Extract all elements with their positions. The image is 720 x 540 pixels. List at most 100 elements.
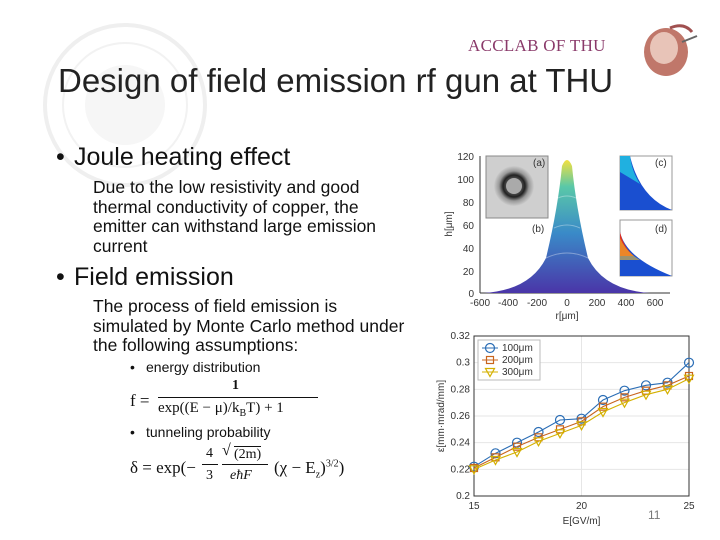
chart-point [597, 394, 609, 406]
sqrt-symbol: √ [222, 442, 231, 459]
top-ytick: 0 [468, 289, 474, 300]
chart-legend-label: 300μm [502, 367, 533, 378]
field-description: The process of field emission is simulat… [93, 296, 428, 356]
equation-tunneling: δ = exp(− 4 3 √ (2m) eħF (χ − Ez)3/2) [130, 442, 360, 492]
eq-d-sub: z [315, 469, 321, 481]
eq-d-frac-bar [202, 464, 218, 465]
eq-f-den-end: T) + 1 [246, 400, 284, 416]
chart-point [512, 442, 522, 451]
chart-ytick: 0.2 [456, 491, 470, 502]
eq-d-sqrt: (2m) [234, 446, 262, 462]
chart-point [489, 455, 502, 466]
eq-f-lhs: f = [130, 391, 150, 410]
eq-d-rest: (χ − Ez)3/2) [274, 458, 344, 480]
eq-f-den-part: exp((E − μ)/k [158, 400, 240, 416]
inset-c-label: (c) [655, 158, 667, 169]
chart-ytick: 0.28 [451, 384, 471, 395]
tsinghua-logo [644, 24, 698, 76]
eq-f-denominator: exp((E − μ)/kBT) + 1 [158, 400, 284, 419]
chart-series-line [473, 362, 690, 468]
field-line: the following assumptions: [93, 335, 299, 355]
page-title: Design of field emission rf gun at THU [58, 62, 614, 99]
chart-point [554, 429, 566, 440]
sub-bullet-tunneling-label: tunneling probability [146, 424, 271, 440]
university-seal-watermark [43, 23, 207, 187]
eq-f-sub: B [239, 408, 247, 419]
chart-legend-label: 100μm [502, 343, 533, 354]
chart-point [640, 390, 652, 401]
top-xtick: -200 [527, 298, 547, 309]
top-ytick: 20 [463, 267, 475, 278]
top-ylabel: h[μm] [444, 211, 455, 236]
top-xtick: -600 [470, 298, 490, 309]
eq-d-num: 4 [206, 446, 213, 461]
top-ytick: 60 [463, 221, 475, 232]
joule-line: current [93, 235, 148, 256]
chart-point [640, 380, 652, 391]
chart-point [683, 357, 695, 368]
top-xtick: -400 [498, 298, 518, 309]
joule-line: Due to the low resistivity and good [93, 177, 360, 197]
chart-ytick: 0.3 [456, 358, 470, 369]
eq-f-fraction-bar [158, 397, 318, 398]
page-number: 11 [648, 508, 661, 522]
chart-point [683, 374, 695, 385]
top-xlabel: r[μm] [556, 311, 579, 322]
chart-xtick: 25 [683, 501, 695, 512]
top-xtick: 200 [589, 298, 606, 309]
eq-d-lhs: δ = exp(− [130, 458, 196, 477]
eq-d-den2: eħF [230, 468, 252, 483]
chart-legend-label: 200μm [502, 355, 533, 366]
top-ytick: 100 [457, 175, 474, 186]
joule-description: Due to the low resistivity and good ther… [93, 177, 428, 256]
emitter-tip-mesh [484, 160, 650, 293]
eq-d-exp: 3/2 [325, 458, 339, 470]
chart-point [618, 398, 631, 409]
chart-point [511, 447, 523, 458]
chart-ytick: 0.32 [451, 331, 471, 342]
chart-point [620, 393, 629, 402]
lab-name: ACCLAB OF THU [468, 36, 606, 55]
chart-point [597, 407, 609, 418]
chart-point [533, 426, 544, 438]
eq-f-numerator: 1 [232, 378, 239, 393]
chart-ylabel: ε[mm·mrad/mm] [436, 380, 447, 452]
chart-ytick: 0.26 [451, 411, 471, 422]
chart-point [485, 355, 495, 365]
chart-ytick: 0.24 [451, 438, 471, 449]
chart-point [661, 385, 674, 396]
inset-d-label: (d) [655, 224, 667, 235]
top-ytick: 120 [457, 152, 474, 163]
inset-a-label: (a) [533, 158, 545, 169]
chart-point [484, 342, 496, 354]
chart-series-line [473, 378, 690, 470]
eq-d-den: 3 [206, 468, 213, 483]
bullet-joule: • Joule heating effect [56, 143, 291, 171]
eq-d-rest-part: (χ − E [274, 458, 316, 477]
eq-d-end: ) [320, 458, 326, 477]
eq-d-frac-bar-2 [222, 464, 268, 465]
chart-frame [473, 335, 690, 497]
field-line: The process of field emission is [93, 296, 338, 316]
emitter-profile-figure: 120 100 80 60 40 20 0 -600 -400 -200 0 2… [444, 152, 673, 322]
chart-point [619, 385, 630, 396]
sub-bullet-energy-label: energy distribution [146, 359, 261, 375]
sub-bullet-tunneling: • tunneling probability [130, 424, 271, 440]
emittance-chart: 0.2 0.22 0.24 0.26 0.28 0.3 0.32 15 20 25 100μm20… [436, 331, 695, 527]
chart-point [598, 402, 608, 411]
equation-fermi: f = 1 exp((E − μ)/kBT) + 1 [130, 378, 330, 419]
chart-point [575, 421, 588, 432]
chart-point [484, 367, 496, 378]
field-line: simulated by Monte Carlo method under [93, 315, 405, 336]
joule-line: emitter can withstand large emission [93, 216, 377, 236]
top-xtick: 400 [618, 298, 635, 309]
top-ytick: 80 [463, 198, 475, 209]
top-ytick: 40 [463, 244, 475, 255]
eq-d-close: ) [338, 458, 345, 477]
sub-bullet-energy: • energy distribution [130, 359, 261, 375]
chart-point [468, 465, 480, 476]
chart-point [554, 414, 566, 426]
chart-xtick: 20 [576, 501, 588, 512]
chart-xtick: 15 [468, 501, 480, 512]
chart-point [662, 377, 673, 388]
